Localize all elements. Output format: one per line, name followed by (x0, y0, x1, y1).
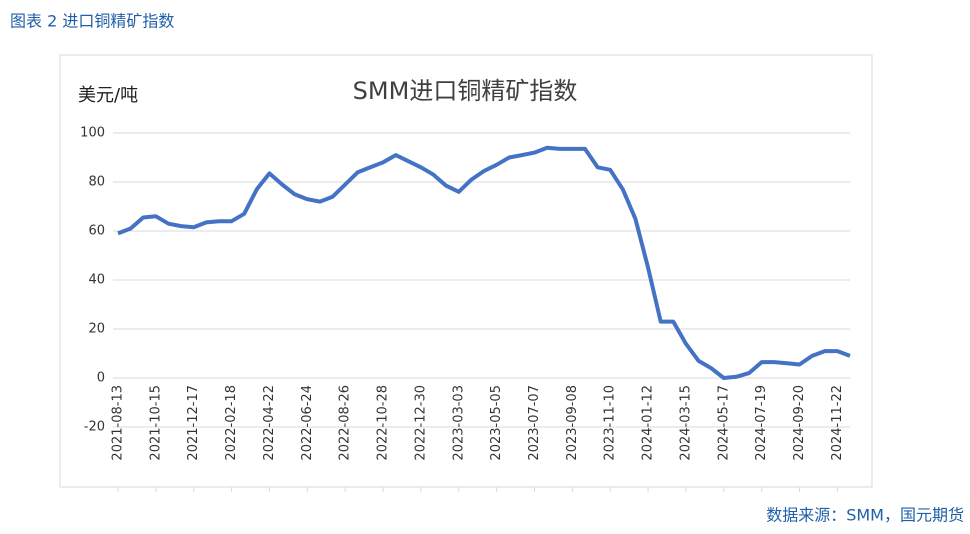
caption: 图表 2 进口铜精矿指数 (10, 12, 174, 31)
y-tick-label: 100 (80, 126, 105, 141)
x-tick-label: 2023-07-07 (527, 385, 542, 461)
y-tick-label: 0 (97, 371, 105, 386)
x-tick-label: 2024-03-15 (678, 385, 693, 461)
x-tick-label: 2021-10-15 (148, 385, 163, 461)
x-tick-label: 2024-11-22 (830, 385, 845, 461)
y-tick-label: 20 (88, 322, 105, 337)
x-tick-label: 2022-06-24 (300, 385, 315, 461)
x-tick-label: 2022-12-30 (413, 385, 428, 461)
x-tick-label: 2024-09-20 (792, 385, 807, 461)
x-tick-label: 2024-01-12 (641, 385, 656, 461)
x-tick-label: 2023-05-05 (489, 385, 504, 461)
line-series (117, 145, 851, 380)
x-tick-label: 2021-12-17 (186, 385, 201, 461)
y-tick-label: 40 (88, 273, 105, 288)
x-tick-label: 2023-09-08 (565, 385, 580, 461)
x-tick-label: 2023-11-10 (603, 385, 618, 461)
x-tick-label: 2023-03-03 (451, 385, 466, 461)
x-tick-label: 2024-05-17 (716, 385, 731, 461)
x-tick-label: 2021-08-13 (111, 385, 126, 461)
chart-title: SMM进口铜精矿指数 (353, 77, 578, 105)
x-tick-label: 2022-10-28 (376, 385, 391, 461)
y-tick-label: 80 (88, 175, 105, 190)
x-tick-label: 2022-08-26 (338, 385, 353, 461)
y-tick-label: -20 (84, 420, 105, 435)
source: 数据来源：SMM，国元期货 (766, 506, 964, 525)
x-tick-label: 2024-07-19 (754, 385, 769, 461)
y-tick-label: 60 (88, 224, 105, 239)
chart-frame (59, 54, 873, 488)
x-tick-label: 2022-02-18 (224, 385, 239, 461)
y-axis-label: 美元/吨 (78, 85, 138, 106)
x-tick-label: 2022-04-22 (262, 385, 277, 461)
